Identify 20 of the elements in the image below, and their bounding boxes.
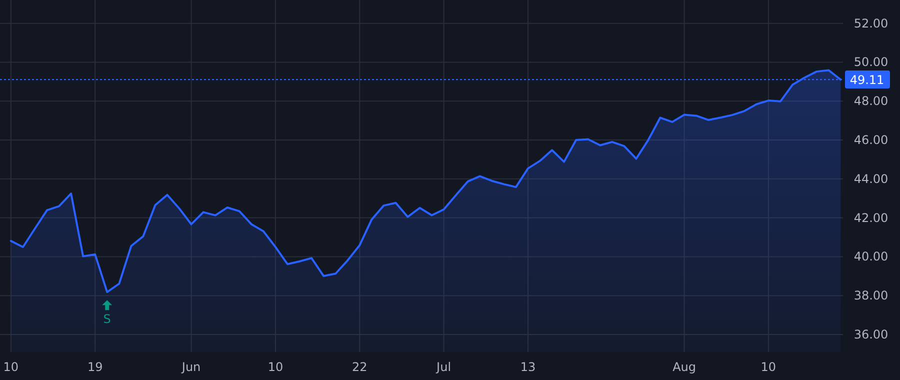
- x-tick-label: Aug: [672, 360, 696, 374]
- y-tick-label: 50.00: [854, 55, 888, 70]
- annotation: S: [103, 312, 111, 326]
- y-tick-label: 36.00: [854, 327, 888, 342]
- x-tick-label: 19: [87, 360, 103, 374]
- x-tick-label: 10: [760, 360, 776, 374]
- y-tick-label: 44.00: [854, 172, 888, 186]
- y-tick-label: 38.00: [854, 288, 888, 303]
- x-tick-label: 10: [268, 360, 284, 374]
- y-tick-label: 42.00: [854, 210, 888, 225]
- y-tick-label: 52.00: [854, 16, 888, 30]
- y-tick-label: 46.00: [854, 133, 888, 148]
- x-tick-label: Jul: [436, 360, 452, 374]
- y-tick-label: 48.00: [854, 94, 888, 108]
- x-tick-label: 22: [352, 360, 368, 374]
- ref-line-label: 49.11: [850, 73, 884, 88]
- x-tick-label: 10: [3, 360, 19, 374]
- x-tick-label: Jun: [180, 360, 201, 374]
- x-tick-label: 13: [520, 360, 536, 374]
- y-tick-label: 40.00: [854, 250, 888, 264]
